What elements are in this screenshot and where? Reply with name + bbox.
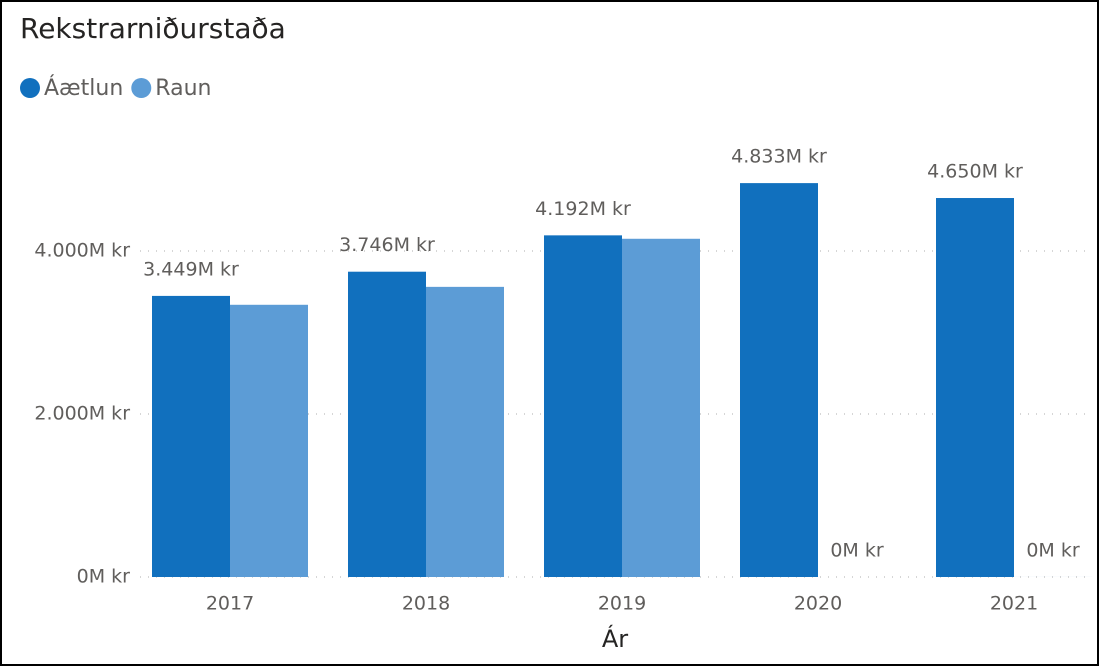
data-label: 4.650M kr — [927, 161, 1023, 183]
data-label: 3.746M kr — [339, 234, 435, 256]
x-tick-label: 2018 — [402, 593, 450, 615]
x-tick-label: 2019 — [598, 593, 646, 615]
bar — [152, 295, 230, 577]
x-axis-title: Ár — [602, 624, 628, 653]
x-tick-label: 2017 — [206, 593, 254, 615]
bar — [230, 304, 308, 577]
bar — [544, 235, 622, 578]
x-tick-label: 2020 — [794, 593, 842, 615]
data-label: 0M kr — [1026, 539, 1080, 561]
data-label: 0M kr — [830, 540, 884, 562]
y-tick-label: 2.000M kr — [34, 403, 130, 425]
data-label: 4.192M kr — [535, 198, 631, 220]
bar — [622, 238, 700, 577]
chart-title: Rekstrarniðurstaða — [20, 12, 286, 45]
legend-marker — [131, 78, 152, 98]
x-tick-label: 2021 — [990, 593, 1038, 615]
data-label: 4.833M kr — [731, 146, 827, 168]
legend-label: Raun — [155, 76, 211, 101]
data-label: 3.449M kr — [143, 258, 239, 280]
y-tick-label: 4.000M kr — [34, 240, 130, 262]
bar — [936, 198, 1014, 577]
legend-marker — [20, 78, 40, 98]
legend-label: Áætlun — [44, 75, 123, 101]
y-tick-label: 0M kr — [77, 566, 131, 588]
bar — [348, 271, 426, 577]
bar — [740, 183, 818, 577]
bar — [426, 286, 504, 577]
